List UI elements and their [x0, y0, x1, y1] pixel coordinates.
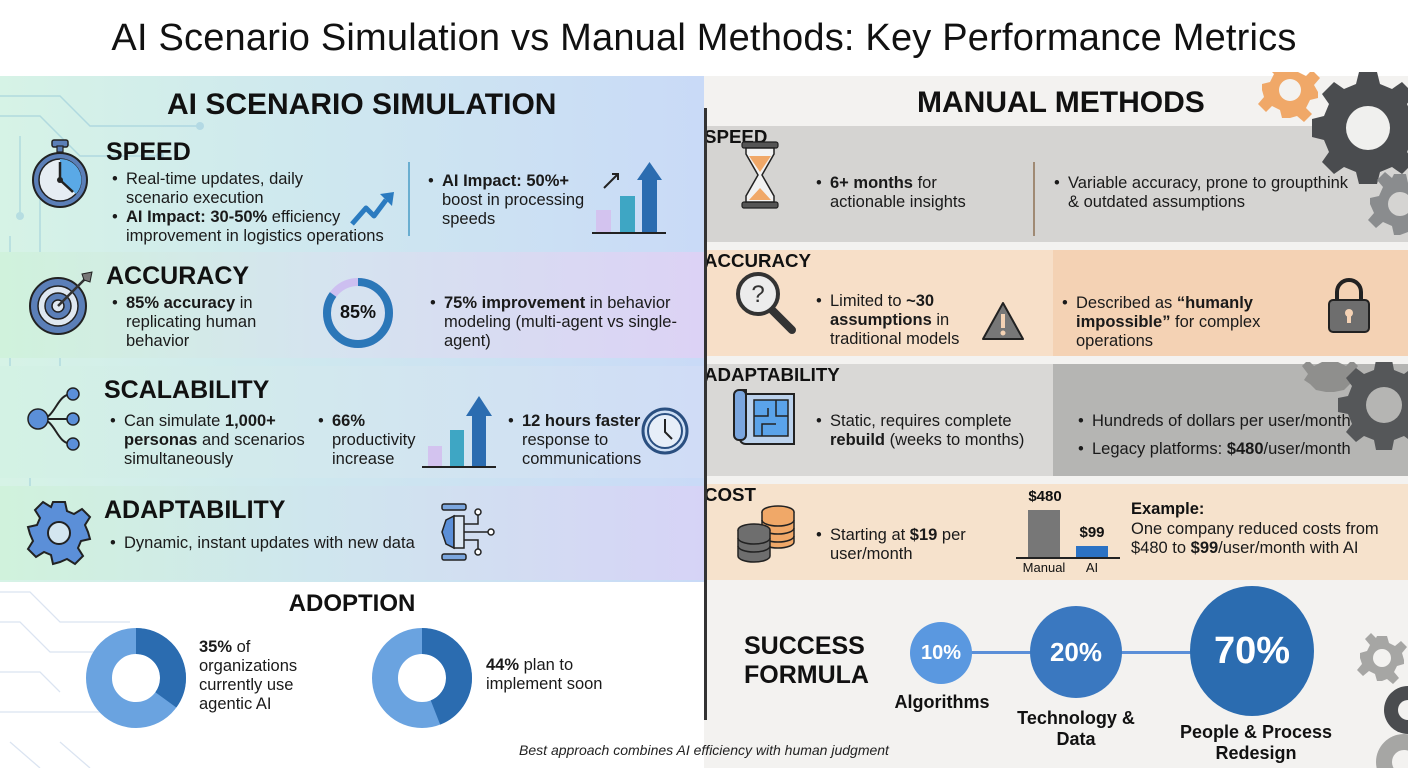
ai-adaptability-bullet: • Dynamic, instant updates with new data [110, 534, 415, 552]
manual-cost-bullet-2: • Legacy platforms: $480/user/month [1078, 440, 1351, 458]
adoption-donut-44 [372, 628, 472, 728]
manual-adaptability-bullet: • Static, requires complete rebuild (week… [816, 412, 1025, 449]
manual-cost-title: COST [704, 484, 756, 505]
manual-speed-right-bullet: • Variable accuracy, prone to groupthink … [1054, 174, 1349, 211]
magnifier-question-icon: ? [736, 272, 796, 334]
ai-scalability-title: SCALABILITY [104, 376, 270, 404]
ai-scalability-bullet-3: • 12 hours faster response to communicati… [508, 412, 642, 468]
stopwatch-icon [32, 139, 88, 208]
blueprint-icon [733, 389, 795, 445]
growth-bar-chart-icon [592, 162, 666, 234]
ai-speed-card: SPEED • Real-time updates, daily scenario… [0, 132, 704, 245]
ai-adaptability-card: ADAPTABILITY • Dynamic, instant updates w… [0, 486, 704, 580]
gears-decoration-icon [1302, 362, 1408, 450]
target-icon [29, 271, 93, 335]
accuracy-ring-label: 85% [339, 302, 377, 322]
circuit-background-icon [0, 591, 130, 768]
adoption-donut-35 [86, 628, 186, 728]
footer-note: Best approach combines AI efficiency wit… [519, 742, 889, 758]
ai-scalability-bullet-1: • Can simulate 1,000+ personas and scenar… [110, 412, 305, 468]
network-nodes-icon [27, 387, 80, 451]
ai-speed-title: SPEED [106, 138, 191, 166]
adoption-stat-1: 35% of organizations currently use agent… [199, 638, 298, 713]
gears-decoration-icon [1258, 72, 1408, 235]
center-divider [704, 108, 707, 720]
manual-cost-card: COST • Starting at $19 per user/month $48… [704, 484, 1408, 580]
bar-value-ai: $99 [1079, 524, 1105, 541]
manual-accuracy-right-bullet: • Described as “humanly impossible” for c… [1062, 294, 1261, 350]
formula-circle-people: 70% [1190, 586, 1314, 716]
manual-adaptability-card: ADAPTABILITY • Static, requires complete … [704, 364, 1408, 476]
manual-accuracy-title: ACCURACY [704, 250, 812, 271]
clock-icon [641, 407, 689, 455]
ai-accuracy-right-bullet: • 75% improvement in behavior modeling (m… [430, 294, 677, 350]
manual-accuracy-bullet: • Limited to ~30 assumptions in tradition… [816, 292, 960, 348]
bar-ai [1076, 546, 1108, 557]
bar-manual [1028, 510, 1060, 557]
bar-label-manual: Manual [1022, 560, 1066, 575]
gear-circuit-icon [441, 503, 495, 561]
manual-cost-bullet-1: • Hundreds of dollars per user/month [1078, 412, 1351, 430]
warning-icon [982, 302, 1024, 340]
formula-circle-algorithms: 10% [910, 622, 972, 684]
coins-stack-icon [737, 505, 795, 563]
cost-example-text: One company reduced costs from $480 to $… [1131, 520, 1379, 557]
accuracy-ring-chart: 85% [322, 277, 394, 349]
cost-bar-chart: $480 $99 Manual AI [1014, 486, 1124, 578]
success-formula-title: SUCCESS FORMULA [744, 632, 869, 689]
ai-speed-bullet-2: • AI Impact: 30-50% efficiency improvemen… [112, 208, 384, 245]
ai-speed-right-bullet: • AI Impact: 50%+ boost in processing spe… [428, 172, 585, 228]
bar-label-ai: AI [1085, 560, 1099, 575]
manual-speed-bullet: • 6+ months for actionable insights [816, 174, 966, 211]
ai-adaptability-title: ADAPTABILITY [104, 496, 286, 524]
success-formula-section: SUCCESS FORMULA 10% 20% 70% Algorithms T… [704, 582, 1408, 768]
manual-speed-card: SPEED • 6+ months for actionable insights… [704, 126, 1408, 242]
bar-value-manual: $480 [1028, 488, 1062, 505]
padlock-icon [1328, 278, 1370, 333]
svg-text:?: ? [751, 281, 764, 308]
manual-adaptability-title: ADAPTABILITY [704, 364, 840, 385]
ai-speed-bullet-1: • Real-time updates, daily scenario execu… [112, 170, 304, 207]
manual-panel-heading: MANUAL METHODS [917, 86, 1205, 119]
gears-decoration-icon [1357, 633, 1408, 768]
trend-up-arrow-icon [350, 192, 394, 226]
ai-accuracy-card: ACCURACY • 85% accuracy in replicating hu… [0, 252, 704, 358]
formula-label-algorithms: Algorithms [894, 692, 990, 712]
formula-label-people: People & Process Redesign [1179, 722, 1333, 763]
ai-scalability-bullet-2: • 66% productivity increase [318, 412, 416, 468]
manual-speed-divider [1033, 162, 1035, 236]
hourglass-icon [741, 141, 779, 209]
bar-axis [1016, 557, 1120, 559]
ai-panel-heading: AI SCENARIO SIMULATION [167, 88, 557, 121]
cost-example-title: Example: [1131, 500, 1205, 518]
page-title: AI Scenario Simulation vs Manual Methods… [111, 17, 1297, 59]
ai-accuracy-title: ACCURACY [106, 262, 250, 290]
adoption-title: ADOPTION [288, 590, 416, 617]
productivity-bar-chart-icon [422, 396, 496, 468]
manual-cost-bullet: • Starting at $19 per user/month [816, 526, 966, 563]
adoption-stat-2: 44% plan to implement soon [486, 656, 603, 693]
ai-speed-divider [408, 162, 410, 236]
ai-adoption-section: ADOPTION 35% of organizations currently … [0, 582, 704, 768]
formula-label-technology: Technology & Data [1017, 708, 1135, 749]
gear-icon [26, 500, 92, 566]
formula-circle-technology: 20% [1030, 606, 1122, 698]
ai-scalability-card: SCALABILITY • Can simulate 1,000+ persona… [0, 366, 704, 478]
manual-accuracy-card: ? ACCURACY • Limited to ~30 assumptions i… [704, 250, 1408, 356]
ai-accuracy-bullet: • 85% accuracy in replicating human behav… [112, 294, 257, 350]
